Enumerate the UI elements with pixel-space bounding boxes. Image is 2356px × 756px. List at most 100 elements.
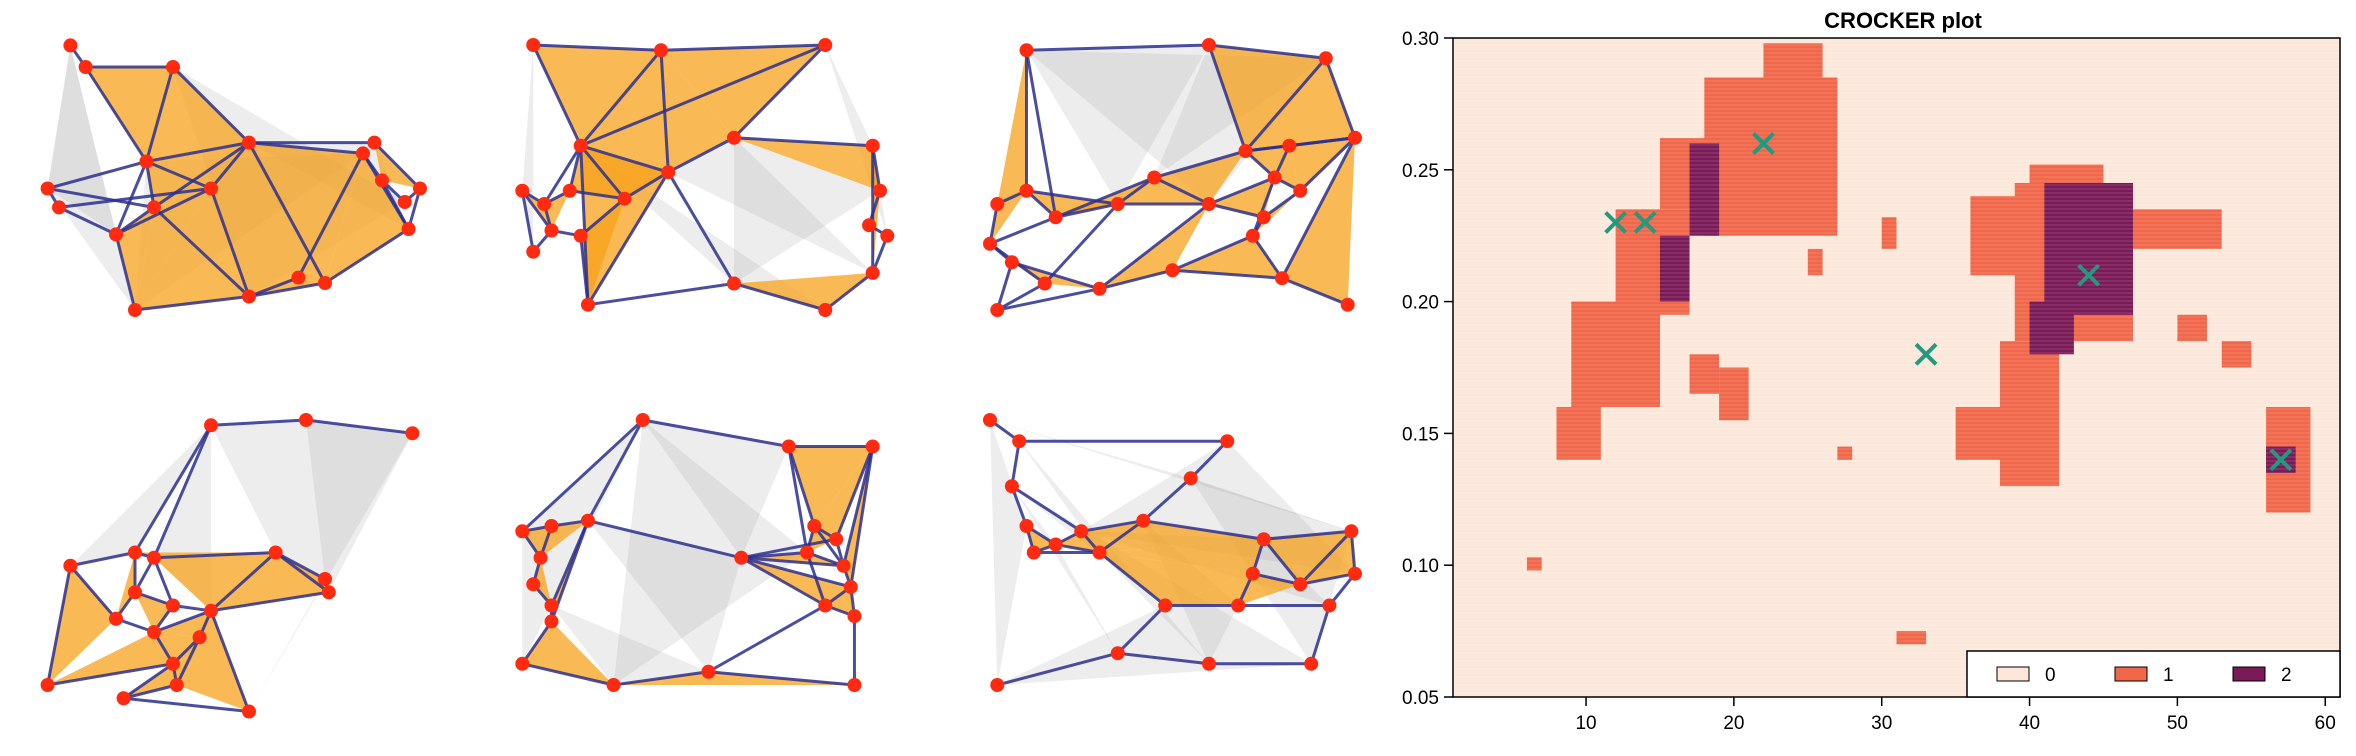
ghost-simplex <box>306 420 413 593</box>
edge <box>122 662 174 700</box>
vertex <box>405 426 420 441</box>
complex-5 <box>515 413 880 692</box>
vertex <box>1348 566 1362 581</box>
vertex <box>807 519 822 533</box>
vertex <box>781 439 796 454</box>
vertex <box>1110 646 1125 661</box>
level-1-region <box>1881 217 1897 249</box>
vertex <box>1340 297 1355 312</box>
vertex <box>727 130 741 145</box>
edge <box>115 187 212 236</box>
vertex <box>1019 43 1034 58</box>
ghost-simplex <box>990 420 1352 532</box>
edge <box>1153 149 1246 179</box>
vertex <box>533 550 548 565</box>
edge <box>209 141 251 190</box>
edge <box>1263 529 1352 541</box>
complex-4 <box>40 413 420 719</box>
vertex <box>1026 545 1041 560</box>
edge <box>1117 651 1210 666</box>
vertex <box>862 218 877 233</box>
edge <box>569 189 625 201</box>
edge <box>210 590 330 613</box>
x-tick-label: 40 <box>2019 713 2040 734</box>
vertex <box>818 598 833 613</box>
vertex <box>865 138 880 153</box>
edge <box>1208 202 1265 219</box>
edge <box>1324 57 1357 139</box>
edge <box>1244 57 1327 152</box>
triangle-face <box>116 207 154 310</box>
vertex <box>800 545 814 560</box>
triangle-face <box>249 142 325 297</box>
triangle-face <box>814 446 873 540</box>
vertex <box>701 664 716 679</box>
vertex <box>1048 210 1063 225</box>
edge <box>1026 43 1210 52</box>
triangle-face <box>1263 531 1352 585</box>
edge <box>1299 572 1356 586</box>
vertex <box>573 228 588 243</box>
triangle-face <box>788 446 873 526</box>
triangle-face <box>613 671 855 685</box>
edge <box>623 170 670 200</box>
edge <box>613 670 709 687</box>
vertex <box>291 270 306 285</box>
vertex <box>515 524 530 539</box>
level-1-region <box>2177 314 2207 342</box>
edge <box>587 282 735 307</box>
edge <box>114 160 148 235</box>
y-tick-label: 0.30 <box>1402 29 1439 50</box>
edge <box>568 145 583 192</box>
y-tick-label: 0.05 <box>1402 688 1439 709</box>
x-tick-label: 20 <box>1723 713 1744 734</box>
edge <box>210 418 307 427</box>
edge <box>1208 176 1276 206</box>
vertex <box>204 418 218 433</box>
vertex <box>166 60 180 74</box>
ghost-simplex <box>613 420 807 685</box>
edge <box>70 551 136 568</box>
ghost-simplex <box>668 137 873 273</box>
edge <box>1043 202 1119 285</box>
vertex <box>654 43 668 58</box>
vertex <box>139 154 154 169</box>
vertex <box>192 630 207 645</box>
vertex <box>63 38 78 53</box>
edge <box>84 66 148 163</box>
level-1-region <box>1807 248 1823 276</box>
level-1-region <box>1719 367 1749 421</box>
vertex <box>818 38 833 52</box>
ghost-simplex <box>1190 478 1352 664</box>
vertex <box>166 598 180 613</box>
edge <box>1010 485 1028 527</box>
edge <box>1299 530 1353 586</box>
triangle-face <box>1252 190 1301 236</box>
cross-marker <box>1604 211 1628 234</box>
vertex <box>1074 524 1089 539</box>
ghost-simplex <box>642 420 789 558</box>
triangle-face <box>661 50 734 173</box>
edge <box>305 418 413 435</box>
vertex <box>367 135 382 150</box>
edge <box>153 609 212 634</box>
edge <box>175 636 201 686</box>
triangle-face <box>1172 235 1282 279</box>
ghost-simplex <box>70 425 212 566</box>
y-tick-label: 0.15 <box>1402 424 1439 445</box>
ghost-simplex <box>1026 45 1209 204</box>
edge <box>1349 531 1357 574</box>
edge <box>708 670 855 687</box>
edge <box>740 556 826 607</box>
vertex <box>727 276 741 291</box>
legend-swatch <box>1996 666 2030 682</box>
vertex <box>204 181 218 196</box>
edge <box>1098 551 1167 607</box>
vertex <box>1183 471 1198 486</box>
edge <box>660 43 826 52</box>
vertex <box>661 165 676 180</box>
vertex <box>128 303 142 317</box>
edge <box>642 418 790 448</box>
y-tick-label: 0.10 <box>1402 556 1439 577</box>
edge <box>1099 268 1173 291</box>
